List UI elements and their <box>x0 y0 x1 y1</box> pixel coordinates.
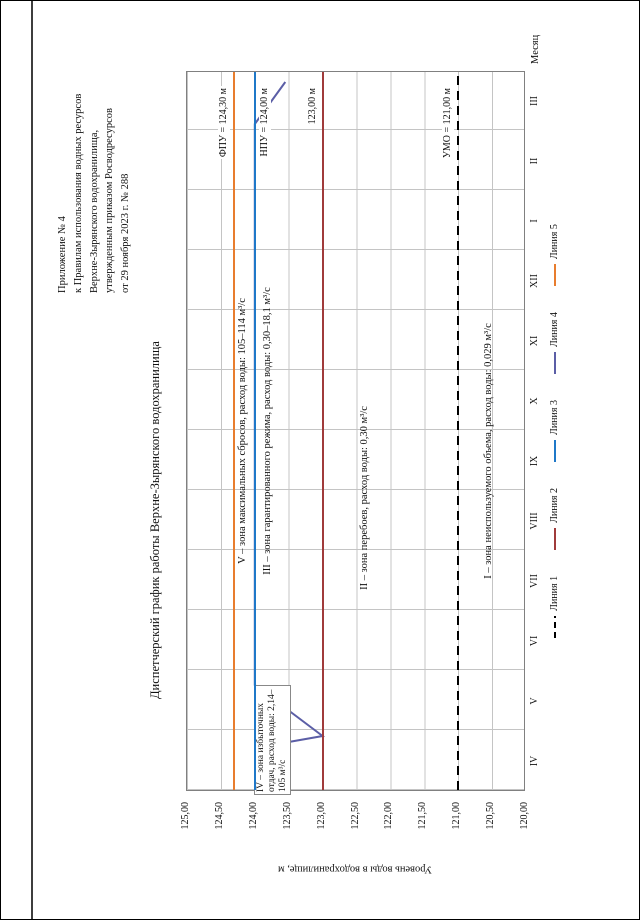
zone-label-i: I – зона неиспользуемого объема, расход … <box>483 323 494 579</box>
legend-label: Линия 5 <box>549 224 560 260</box>
y-tick-label: 121,50 <box>417 802 429 830</box>
legend-item: Линия 5 <box>549 224 560 287</box>
legend-swatch <box>553 439 556 462</box>
legend-item: Линия 1 <box>549 576 560 638</box>
scan-gutter-line <box>31 1 33 919</box>
y-tick-label: 120,00 <box>519 802 530 830</box>
y-tick-label: 121,00 <box>451 802 463 830</box>
y-axis-title: Уровень воды в водохранилище, м <box>277 863 433 875</box>
zone-label-ii: II – зона перебоев, расход воды: 0,30 м³… <box>359 406 370 590</box>
y-tick-label: 120,50 <box>485 802 497 830</box>
ref-line <box>457 72 460 790</box>
x-axis-title: Месяц <box>530 34 541 64</box>
plot-area: V – зона максимальных сбросов, расход во… <box>186 71 525 795</box>
x-tick-label: XI <box>529 335 540 347</box>
legend-item: Линия 4 <box>549 312 560 375</box>
y-tick-label: 123,50 <box>281 802 293 830</box>
x-tick-label: III <box>529 96 540 106</box>
zone-label-iv: IV – зона избыточных отдач, расход воды:… <box>254 685 291 795</box>
x-tick-label: VI <box>529 635 540 647</box>
y-tick-label: 122,50 <box>349 802 361 830</box>
y-tick-label: 123,00 <box>315 802 327 830</box>
legend-label: Линия 4 <box>549 312 560 348</box>
y-tick-label: 124,00 <box>247 802 259 830</box>
header-line: Верхне-Зырянского водохранилища, <box>88 129 100 293</box>
chart-legend: Линия 1 Линия 2 Линия 3 Линия 4 Линия 5 <box>549 71 560 791</box>
x-tick-label: XII <box>529 274 540 288</box>
header-line: от 29 ноября 2023 г. № 288 <box>120 173 131 293</box>
document-header: Приложение № 4 к Правилам использования … <box>55 71 134 293</box>
legend-label: Линия 2 <box>549 487 560 523</box>
legend-swatch <box>553 615 556 638</box>
zone-label-v: V – зона максимальных сбросов, расход во… <box>237 298 248 564</box>
legend-swatch <box>553 527 556 550</box>
header-line: Приложение № 4 <box>57 216 68 293</box>
legend-label: Линия 1 <box>549 575 560 611</box>
zone-label-iii: III – зона гарантированного режима, расх… <box>262 287 273 575</box>
y-tick-label: 125,00 <box>180 802 191 830</box>
ref-line-label: ФПУ = 124,30 м <box>218 86 231 160</box>
x-tick-label: X <box>529 397 540 405</box>
x-tick-label: V <box>529 697 540 705</box>
ref-line-label: 123,00 м <box>306 86 319 127</box>
x-tick-label: I <box>529 219 540 223</box>
page-title: Диспетчерский график работы Верхне-Зырян… <box>148 341 162 699</box>
legend-swatch <box>553 352 556 375</box>
ref-line <box>321 72 324 790</box>
header-line: утвержденным приказом Росводресурсов <box>104 108 116 293</box>
y-tick-label: 122,00 <box>383 802 395 830</box>
y-axis-ticks: 125,00 124,50 124,00 123,50 123,00 122,50 122,… <box>180 796 530 851</box>
ref-line <box>253 72 256 790</box>
header-line: к Правилам использования водных ресурсов <box>72 93 84 293</box>
x-tick-label: II <box>529 157 540 165</box>
x-tick-label: IX <box>529 455 540 467</box>
x-axis-ticks: IV V VI VII VIII IX X XI XII I II III <box>529 71 540 791</box>
legend-label: Линия 3 <box>549 400 560 435</box>
ref-line <box>233 72 236 790</box>
legend-swatch <box>553 264 556 287</box>
legend-item: Линия 3 <box>549 400 560 462</box>
y-tick-label: 124,50 <box>213 802 225 830</box>
x-tick-label: IV <box>529 755 540 767</box>
ref-line-label: УМО = 121,00 м <box>442 86 455 161</box>
x-tick-label: VII <box>529 574 540 588</box>
x-tick-label: VIII <box>529 512 540 530</box>
legend-item: Линия 2 <box>549 488 560 550</box>
ref-line-label: НПУ = 124,00 м <box>258 86 271 159</box>
